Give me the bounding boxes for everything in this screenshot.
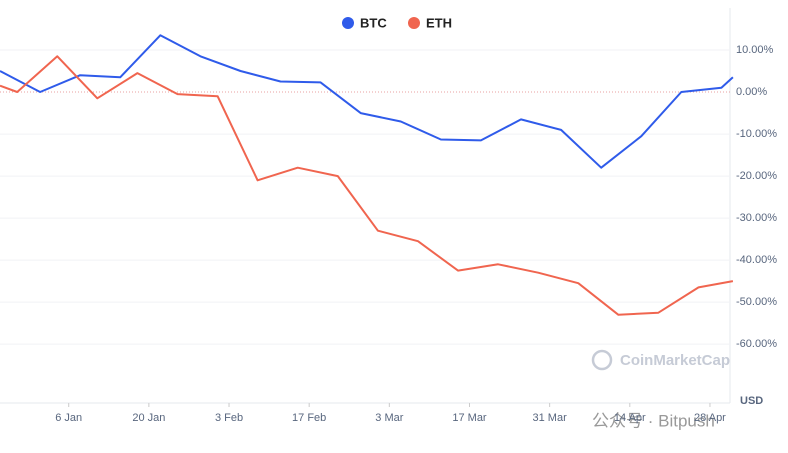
- x-tick-label: 3 Feb: [215, 412, 243, 424]
- x-tick-label: 6 Jan: [55, 412, 82, 424]
- legend-label: BTC: [360, 15, 387, 30]
- y-tick-label: -20.00%: [736, 170, 777, 182]
- x-tick-label: 17 Mar: [452, 412, 487, 424]
- watermark-logo: [591, 349, 613, 371]
- y-tick-label: -60.00%: [736, 338, 777, 350]
- y-tick-label: -10.00%: [736, 128, 777, 140]
- y-tick-label: -50.00%: [736, 296, 777, 308]
- y-unit: USD: [740, 395, 763, 407]
- line-series: [0, 34, 734, 169]
- watermark: CoinMarketCap: [620, 352, 730, 369]
- x-tick-label: 14 Apr: [614, 412, 646, 424]
- legend-marker: [408, 17, 420, 29]
- line-series: [0, 55, 734, 316]
- source-watermark: 公众号 · Bitpush: [592, 411, 715, 430]
- y-tick-label: -40.00%: [736, 254, 777, 266]
- x-tick-label: 17 Feb: [292, 412, 326, 424]
- legend-marker: [342, 17, 354, 29]
- legend-label: ETH: [426, 15, 452, 30]
- x-tick-label: 3 Mar: [375, 412, 403, 424]
- y-tick-label: 0.00%: [736, 86, 767, 98]
- x-tick-label: 28 Apr: [694, 412, 726, 424]
- y-tick-label: 10.00%: [736, 44, 774, 56]
- x-tick-label: 20 Jan: [132, 412, 165, 424]
- y-tick-label: -30.00%: [736, 212, 777, 224]
- x-tick-label: 31 Mar: [533, 412, 568, 424]
